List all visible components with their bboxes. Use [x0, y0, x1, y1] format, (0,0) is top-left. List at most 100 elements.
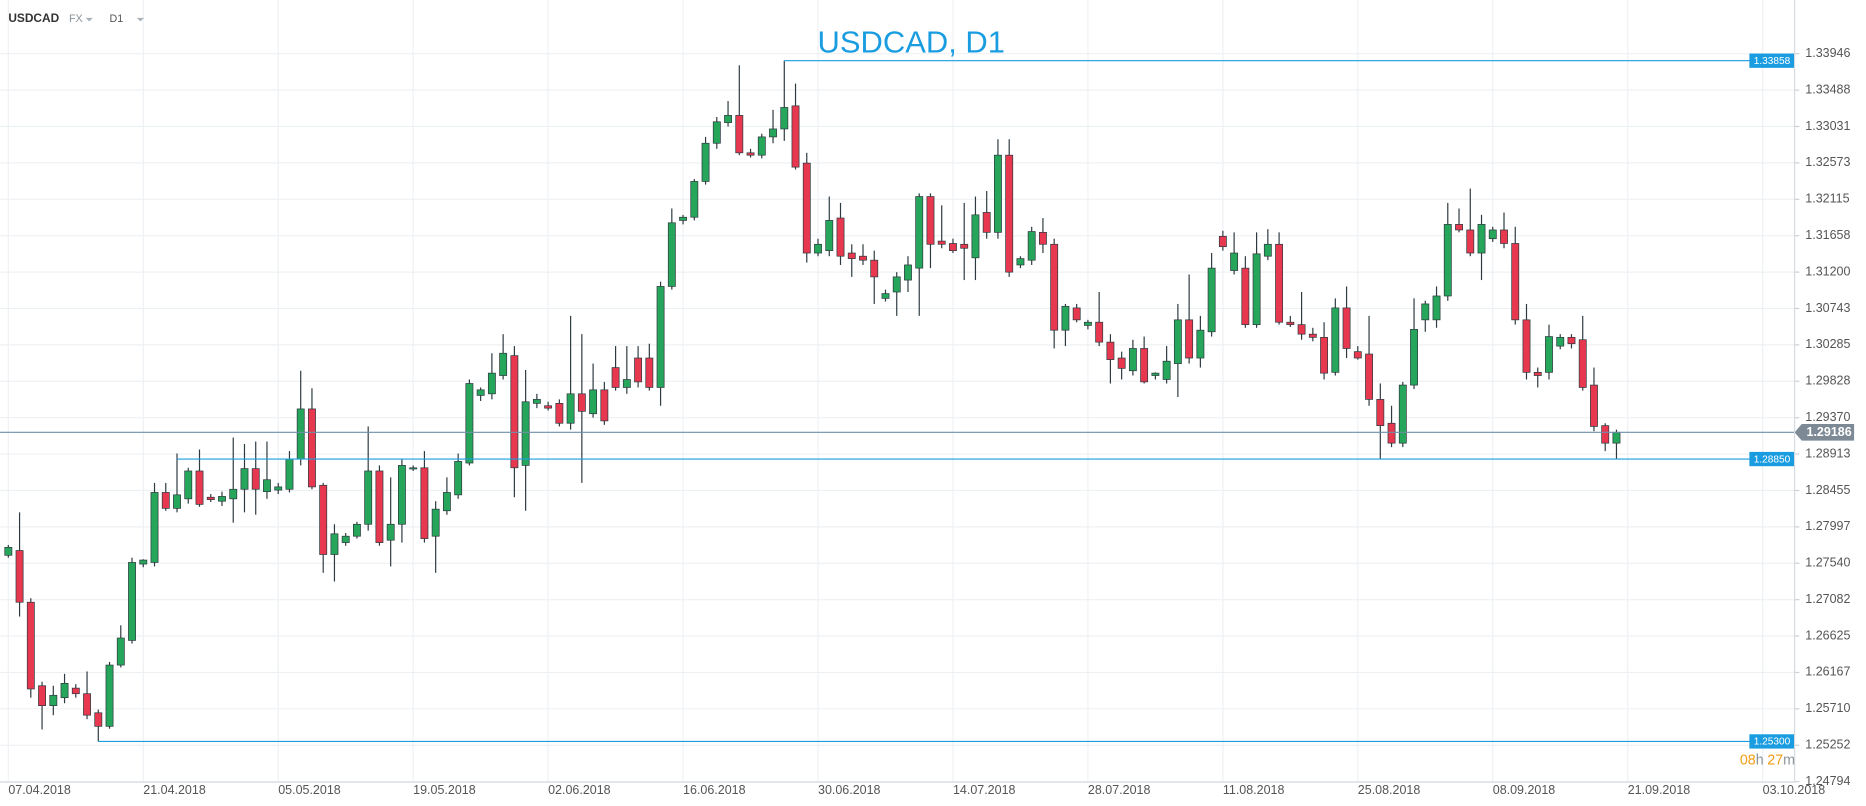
candle-body	[566, 393, 575, 424]
x-tick-label: 16.06.2018	[683, 783, 746, 797]
candle-body	[139, 559, 148, 565]
candle-body	[521, 401, 530, 466]
candle-body	[1297, 324, 1306, 335]
x-tick-label: 14.07.2018	[953, 783, 1016, 797]
candle-body	[1410, 329, 1418, 386]
candle-body	[1263, 243, 1272, 257]
candle-body	[1083, 321, 1092, 326]
candle-body	[746, 152, 755, 156]
y-tick-label: 1.31658	[1805, 228, 1850, 242]
candle-body	[1443, 224, 1452, 297]
timeframe[interactable]: D1	[109, 13, 123, 25]
candle-body	[1601, 425, 1610, 444]
candle-body	[296, 408, 305, 460]
candle-body	[656, 286, 665, 388]
candle-body	[724, 115, 732, 123]
candle-body	[881, 293, 890, 299]
candle-body	[1556, 336, 1565, 347]
candle-body	[667, 222, 676, 287]
candle-body	[26, 601, 35, 690]
candle-body	[1027, 231, 1036, 261]
countdown-unit: h	[1756, 752, 1764, 768]
candle-body	[701, 142, 710, 182]
candle-body	[1320, 336, 1329, 374]
candle-body	[859, 255, 867, 261]
candle-body	[836, 217, 845, 257]
candle-body	[769, 128, 777, 138]
candle-body	[1095, 321, 1104, 343]
candle-body	[1466, 229, 1475, 254]
candle-body	[780, 107, 789, 130]
candle-body	[1500, 229, 1508, 244]
candle-body	[442, 492, 451, 512]
candle-body	[1185, 319, 1194, 359]
candle-body	[1578, 339, 1587, 388]
candle-body	[161, 492, 170, 509]
candle-body	[116, 637, 125, 666]
candle-body	[263, 479, 271, 493]
candle-body	[994, 154, 1002, 233]
candle-body	[4, 546, 13, 556]
candle-body	[353, 523, 361, 537]
y-tick-label: 1.33946	[1805, 46, 1850, 60]
candle-body	[1275, 243, 1284, 323]
candle-body	[386, 523, 395, 541]
y-tick-label: 1.27540	[1805, 556, 1850, 570]
y-tick-label: 1.29370	[1805, 410, 1850, 424]
candle-body	[645, 357, 654, 388]
y-tick-label: 1.24794	[1805, 774, 1850, 788]
candle-body	[1353, 351, 1362, 359]
candle-body	[847, 252, 856, 259]
candle-body	[1173, 319, 1182, 364]
candle-body	[60, 683, 69, 699]
y-tick-label: 1.30285	[1805, 337, 1850, 351]
candle-body	[611, 367, 620, 388]
candle-body	[499, 352, 508, 376]
candle-body	[1612, 431, 1621, 444]
y-tick-label: 1.32573	[1805, 155, 1850, 169]
x-tick-label: 28.07.2018	[1088, 783, 1151, 797]
x-tick-label: 19.05.2018	[413, 783, 476, 797]
candle-body	[94, 712, 103, 727]
candle-body	[1308, 333, 1317, 338]
candle-body	[173, 494, 181, 509]
candle-body	[487, 372, 496, 395]
x-tick-label: 30.06.2018	[818, 783, 881, 797]
x-tick-label: 21.09.2018	[1628, 783, 1691, 797]
candle-body	[1488, 229, 1497, 240]
dropdown-arrow[interactable]	[85, 17, 93, 22]
candle-body	[218, 496, 226, 502]
candle-body	[712, 121, 721, 144]
y-tick-label: 1.33031	[1805, 119, 1850, 133]
candle-body	[690, 181, 699, 218]
x-tick-label: 21.04.2018	[143, 783, 206, 797]
marks	[0, 60, 1795, 743]
candle-body	[83, 693, 91, 716]
candle-body	[555, 403, 564, 424]
candle-body	[454, 461, 463, 496]
x-tick-label: 07.04.2018	[8, 783, 71, 797]
candle-body	[1545, 336, 1553, 373]
candle-body	[150, 492, 159, 563]
candle-body	[285, 458, 294, 490]
candle-body	[1016, 258, 1025, 266]
candle-body	[1128, 348, 1137, 372]
x-tick-label: 02.06.2018	[548, 783, 611, 797]
candle-body	[544, 405, 553, 409]
candle-body	[825, 220, 834, 252]
market[interactable]: FX	[69, 13, 83, 25]
countdown-hours: 08	[1740, 752, 1756, 768]
symbol[interactable]: USDCAD	[8, 11, 59, 25]
candle-body	[814, 243, 822, 254]
dropdown-arrow[interactable]	[136, 17, 144, 22]
candle-body	[49, 694, 58, 706]
candle-body	[1455, 224, 1463, 231]
candle-body	[1230, 252, 1239, 271]
countdown-minutes: 27	[1767, 752, 1783, 768]
x-tick-label: 05.05.2018	[278, 783, 341, 797]
candle-body	[1365, 353, 1373, 400]
level-label-box	[1749, 451, 1795, 467]
candle-body	[308, 408, 316, 488]
